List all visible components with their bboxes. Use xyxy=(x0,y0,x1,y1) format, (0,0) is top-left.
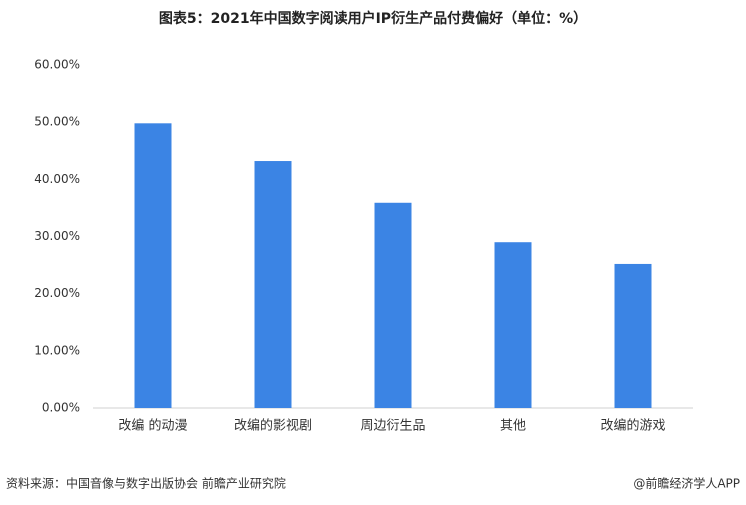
y-tick-label: 60.00% xyxy=(34,58,80,72)
bar xyxy=(494,242,532,408)
x-tick-label: 其他 xyxy=(500,419,526,434)
y-tick-label: 20.00% xyxy=(34,286,80,300)
x-tick-label: 周边衍生品 xyxy=(360,419,425,434)
y-tick-label: 0.00% xyxy=(42,401,80,415)
bar xyxy=(254,161,292,408)
bar xyxy=(374,202,412,408)
chart-title: 图表5：2021年中国数字阅读用户IP衍生产品付费偏好（单位：%） xyxy=(159,10,587,27)
x-tick-label: 改编的影视剧 xyxy=(234,418,312,434)
y-tick-label: 40.00% xyxy=(34,172,80,186)
source-note: 资料来源：中国音像与数字出版协会 前瞻产业研究院 xyxy=(6,476,286,491)
bar xyxy=(134,123,172,408)
brand-note: @前瞻经济学人APP xyxy=(633,476,740,491)
x-tick-label: 改编 的动漫 xyxy=(118,418,187,434)
x-tick-label: 改编的游戏 xyxy=(600,418,665,434)
y-tick-label: 50.00% xyxy=(34,115,80,129)
bar xyxy=(614,263,652,408)
y-tick-label: 10.00% xyxy=(34,343,80,357)
y-tick-label: 30.00% xyxy=(34,229,80,243)
